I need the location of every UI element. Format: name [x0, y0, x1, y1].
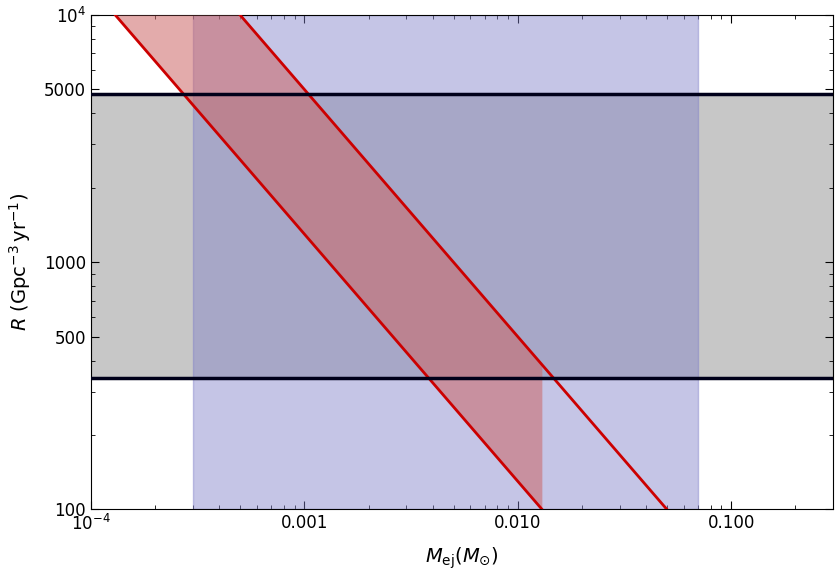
Bar	[91, 94, 833, 378]
Bar	[192, 15, 698, 509]
Y-axis label: $R\ (\mathrm{Gpc}^{-3}\,\mathrm{yr}^{-1})$: $R\ (\mathrm{Gpc}^{-3}\,\mathrm{yr}^{-1}…	[7, 193, 33, 331]
X-axis label: $M_{\rm ej}(M_{\odot})$: $M_{\rm ej}(M_{\odot})$	[425, 546, 499, 571]
